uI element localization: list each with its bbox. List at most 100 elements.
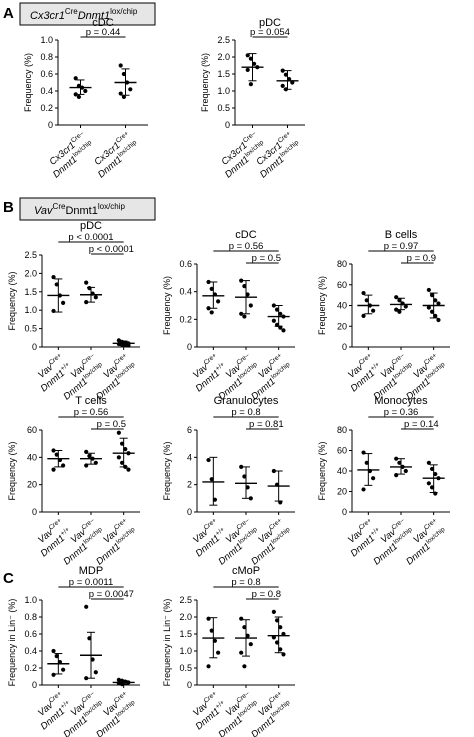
- data-point: [239, 464, 244, 469]
- y-axis-label: Frequency (%): [317, 276, 327, 335]
- y-tick-label: 2.5: [179, 595, 192, 605]
- data-point: [287, 77, 292, 82]
- y-tick-label: 0: [342, 507, 347, 517]
- data-point: [90, 657, 95, 662]
- data-point: [123, 447, 128, 452]
- series-2: [235, 616, 257, 669]
- series-2: [276, 68, 299, 92]
- y-tick-label: 2.5: [217, 35, 230, 45]
- p-value-label: p = 0.14: [404, 419, 439, 430]
- y-tick-label: 1.0: [179, 646, 192, 656]
- data-point: [397, 460, 402, 465]
- data-point: [394, 473, 399, 478]
- data-point: [280, 83, 285, 88]
- data-point: [429, 293, 435, 298]
- data-point: [245, 67, 250, 73]
- data-point: [116, 338, 121, 343]
- data-point: [128, 87, 133, 92]
- data-point: [429, 466, 435, 472]
- data-point: [361, 487, 366, 492]
- data-point: [57, 293, 63, 298]
- panel-letter-c: C: [3, 570, 14, 587]
- data-point: [126, 467, 131, 472]
- data-point: [116, 430, 121, 435]
- data-point: [278, 311, 283, 316]
- y-tick-label: 60: [337, 446, 347, 456]
- data-point: [364, 460, 369, 465]
- series-1: [202, 616, 225, 669]
- header-b-sup2: lox/chip: [98, 202, 126, 211]
- data-point: [242, 474, 247, 479]
- series-3: [267, 468, 290, 505]
- y-tick-label: 4: [187, 452, 192, 462]
- data-point: [61, 463, 66, 468]
- y-axis-label: Frequency in Lin⁻ (%): [7, 599, 17, 687]
- y-tick-label: 0: [342, 342, 347, 352]
- series-3: [422, 287, 445, 323]
- data-point: [90, 291, 95, 296]
- data-point: [371, 308, 376, 313]
- y-tick-label: 0.4: [24, 646, 37, 656]
- y-tick-label: 40: [27, 452, 37, 462]
- data-point: [54, 452, 59, 457]
- data-point: [242, 664, 247, 669]
- data-point: [209, 628, 214, 633]
- series-1: [241, 53, 264, 87]
- y-tick-label: 0.5: [24, 324, 37, 334]
- data-point: [84, 280, 89, 285]
- data-point: [271, 318, 276, 323]
- data-point: [242, 625, 247, 630]
- p-value-label: p = 0.8: [231, 407, 260, 418]
- p-value-label: p = 0.8: [252, 589, 281, 600]
- y-tick-label: 0.2: [40, 103, 53, 113]
- data-point: [206, 664, 211, 669]
- data-point: [255, 65, 260, 70]
- y-tick-label: 0: [32, 680, 37, 690]
- data-point: [126, 680, 131, 685]
- data-point: [61, 667, 66, 672]
- data-point: [281, 314, 286, 319]
- series-1: [69, 76, 92, 100]
- data-point: [90, 456, 95, 461]
- data-point: [239, 278, 244, 283]
- y-tick-label: 40: [337, 466, 347, 476]
- p-value-label: p = 0.81: [249, 419, 284, 430]
- series-1: [47, 648, 70, 677]
- data-point: [116, 455, 121, 460]
- chart-title: Granulocytes: [214, 395, 279, 407]
- data-point: [57, 659, 63, 665]
- data-point: [93, 670, 98, 675]
- y-axis-label: Frequency (%): [7, 271, 17, 330]
- data-point: [426, 287, 431, 293]
- data-point: [212, 292, 218, 297]
- p-value-label: p < 0.0001: [68, 232, 113, 243]
- data-point: [394, 307, 399, 312]
- series-1: [47, 448, 70, 472]
- panel-a-header: Cx3cr1CreDnmt1lox/chip: [19, 2, 156, 26]
- data-point: [83, 88, 88, 94]
- data-point: [126, 343, 131, 348]
- chart-title: T cells: [75, 395, 107, 407]
- data-point: [93, 460, 98, 465]
- y-tick-label: 80: [337, 425, 347, 435]
- header-a-gene1: Cx3cr1: [30, 10, 65, 22]
- data-point: [426, 460, 431, 465]
- data-point: [119, 441, 125, 446]
- y-axis-label: Frequency (%): [7, 441, 17, 500]
- series-1: [357, 450, 380, 492]
- data-point: [274, 322, 280, 327]
- y-tick-label: 20: [337, 321, 347, 331]
- chart-c1: MDP 0 0.2 0.4 0.6 0.8 1.0 Frequency in Lin⁻ (%)…: [7, 565, 140, 737]
- data-point: [126, 451, 131, 456]
- data-point: [206, 306, 211, 311]
- y-tick-label: 20: [27, 480, 37, 490]
- series-2: [390, 456, 412, 478]
- chart-title: Monocytes: [374, 395, 428, 407]
- data-point: [283, 87, 288, 92]
- data-point: [212, 638, 218, 643]
- data-point: [239, 650, 244, 655]
- data-point: [433, 491, 438, 496]
- data-point: [274, 640, 280, 645]
- p-value-label: p = 0.054: [250, 27, 290, 38]
